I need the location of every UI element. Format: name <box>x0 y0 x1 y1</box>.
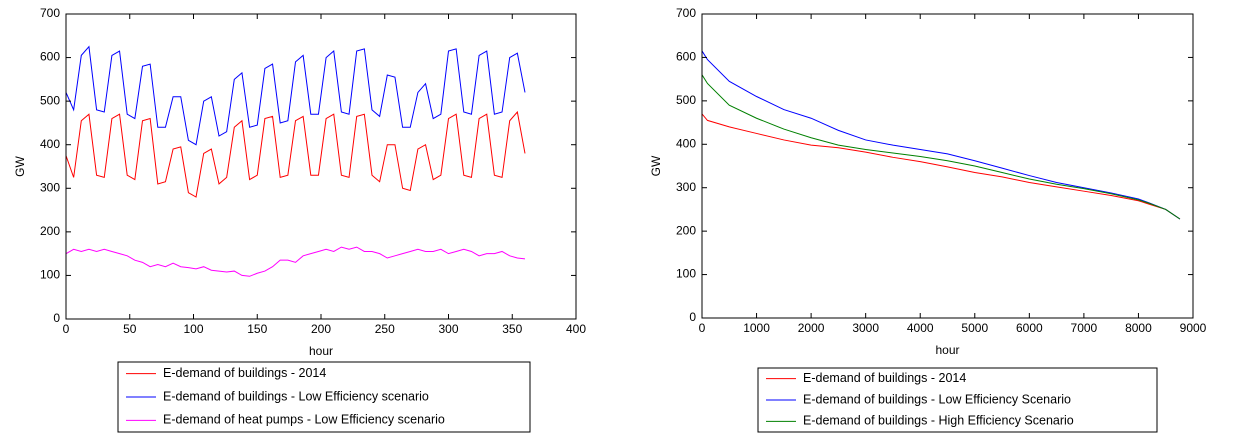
y-tick-label: 0 <box>689 310 696 324</box>
y-tick-label: 500 <box>676 93 696 107</box>
legend-label: E-demand of buildings - 2014 <box>803 371 966 385</box>
y-tick-label: 200 <box>40 224 60 238</box>
y-tick-label: 600 <box>676 50 696 64</box>
legend-label: E-demand of heat pumps - Low Efficiency … <box>163 413 445 427</box>
x-tick-label: 350 <box>502 322 522 336</box>
y-tick-label: 300 <box>40 180 60 194</box>
y-axis-label: GW <box>13 156 27 177</box>
x-tick-label: 0 <box>63 322 70 336</box>
x-axis-label: hour <box>935 343 959 357</box>
x-tick-label: 3000 <box>852 321 879 335</box>
x-tick-label: 8000 <box>1125 321 1152 335</box>
plot-area <box>702 50 1181 220</box>
axes-box <box>701 13 1194 319</box>
data-line <box>66 110 526 198</box>
axes-box <box>65 13 577 320</box>
x-tick-label: 2000 <box>798 321 825 335</box>
plot-area <box>66 45 526 277</box>
x-tick-label: 400 <box>566 322 586 336</box>
x-tick-label: 1000 <box>743 321 770 335</box>
data-line <box>702 50 1181 220</box>
x-tick-label: 4000 <box>907 321 934 335</box>
y-tick-label: 700 <box>676 6 696 20</box>
y-tick-label: 0 <box>53 311 60 325</box>
y-tick-label: 100 <box>676 267 696 281</box>
data-line <box>66 45 526 146</box>
x-tick-label: 6000 <box>1016 321 1043 335</box>
y-axis-label: GW <box>649 155 663 176</box>
subplot: 0 1000 2000 3000 4000 5000 6000 7000 8000 9000 0 10… <box>649 6 1207 433</box>
x-tick-label: 7000 <box>1071 321 1098 335</box>
y-tick-label: 500 <box>40 93 60 107</box>
data-line <box>66 246 526 277</box>
x-tick-label: 250 <box>375 322 395 336</box>
legend-box <box>117 361 531 433</box>
x-tick-label: 5000 <box>961 321 988 335</box>
data-line <box>702 113 1181 220</box>
y-tick-label: 400 <box>40 137 60 151</box>
x-tick-label: 100 <box>183 322 203 336</box>
legend-label: E-demand of buildings - High Efficiency … <box>803 414 1074 428</box>
x-tick-label: 200 <box>311 322 331 336</box>
legend-box <box>757 367 1158 433</box>
legend-label: E-demand of buildings - Low Efficiency S… <box>803 392 1071 406</box>
y-tick-label: 100 <box>40 268 60 282</box>
x-tick-label: 300 <box>438 322 458 336</box>
legend-label: E-demand of buildings - Low Efficiency s… <box>163 389 429 403</box>
data-line <box>702 74 1181 220</box>
y-tick-label: 300 <box>676 180 696 194</box>
y-tick-label: 400 <box>676 136 696 150</box>
x-tick-label: 9000 <box>1180 321 1207 335</box>
subplot: 0 50 100 150 200 250 300 350 400 0 100 200 300 400 500… <box>13 6 586 433</box>
y-tick-label: 600 <box>40 50 60 64</box>
legend: E-demand of buildings - 2014 E-demand of … <box>117 361 531 433</box>
x-tick-label: 150 <box>247 322 267 336</box>
legend-label: E-demand of buildings - 2014 <box>163 366 326 380</box>
x-tick-label: 50 <box>123 322 137 336</box>
y-tick-label: 200 <box>676 223 696 237</box>
y-tick-label: 700 <box>40 6 60 20</box>
x-tick-label: 0 <box>699 321 706 335</box>
x-axis-label: hour <box>309 344 333 358</box>
legend: E-demand of buildings - 2014 E-demand of … <box>757 367 1158 433</box>
